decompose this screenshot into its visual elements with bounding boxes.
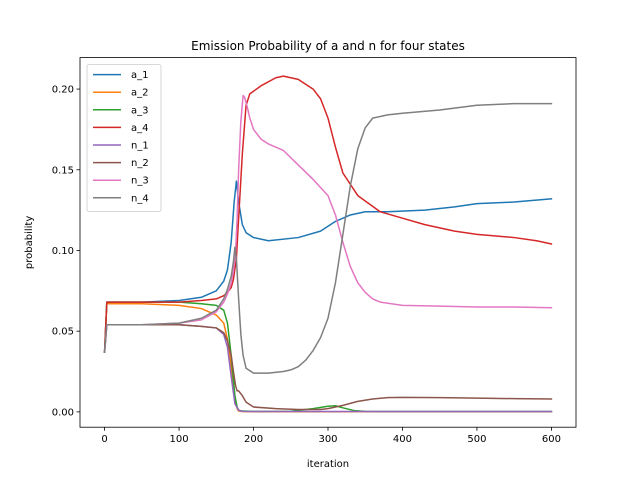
legend-label-a-2: a_2 [131, 88, 149, 99]
y-tick-label: 0.00 [52, 407, 74, 418]
x-tick-label: 0 [101, 434, 107, 445]
x-tick-label: 300 [318, 434, 337, 445]
y-axis-label: probability [24, 216, 35, 269]
chart-title: Emission Probability of a and n for four… [191, 39, 465, 53]
legend-label-n-3: n_3 [131, 176, 149, 187]
series-line-n-2 [103, 323, 553, 411]
series-line-a-1 [103, 180, 553, 353]
legend: a_1 a_2 a_3 a_4 n_1 n_2 n_3 n_4 [86, 64, 162, 212]
legend-label-a-1: a_1 [131, 70, 149, 81]
series-line-a-4 [103, 75, 553, 353]
legend-label-n-1: n_1 [131, 141, 149, 152]
legend-label-a-4: a_4 [131, 123, 149, 134]
legend-label-a-3: a_3 [131, 105, 149, 116]
y-tick-label: 0.20 [52, 85, 74, 96]
legend-label-n-2: n_2 [131, 158, 149, 169]
x-axis-ticks: 0 100 200 300 400 500 600 [101, 427, 561, 445]
x-tick-label: 500 [467, 434, 486, 445]
legend-box [86, 64, 162, 212]
y-tick-label: 0.10 [52, 246, 74, 257]
series-layer [103, 75, 553, 413]
y-tick-label: 0.15 [52, 165, 74, 176]
x-tick-label: 200 [244, 434, 263, 445]
x-tick-label: 600 [542, 434, 561, 445]
y-axis-ticks: 0.00 0.05 0.10 0.15 0.20 [52, 85, 80, 418]
x-tick-label: 100 [170, 434, 189, 445]
y-tick-label: 0.05 [52, 327, 74, 338]
legend-label-n-4: n_4 [131, 193, 149, 204]
x-axis-label: iteration [307, 459, 349, 470]
series-line-n-3 [103, 94, 553, 353]
series-line-n-4 [103, 102, 553, 374]
x-tick-label: 400 [393, 434, 412, 445]
